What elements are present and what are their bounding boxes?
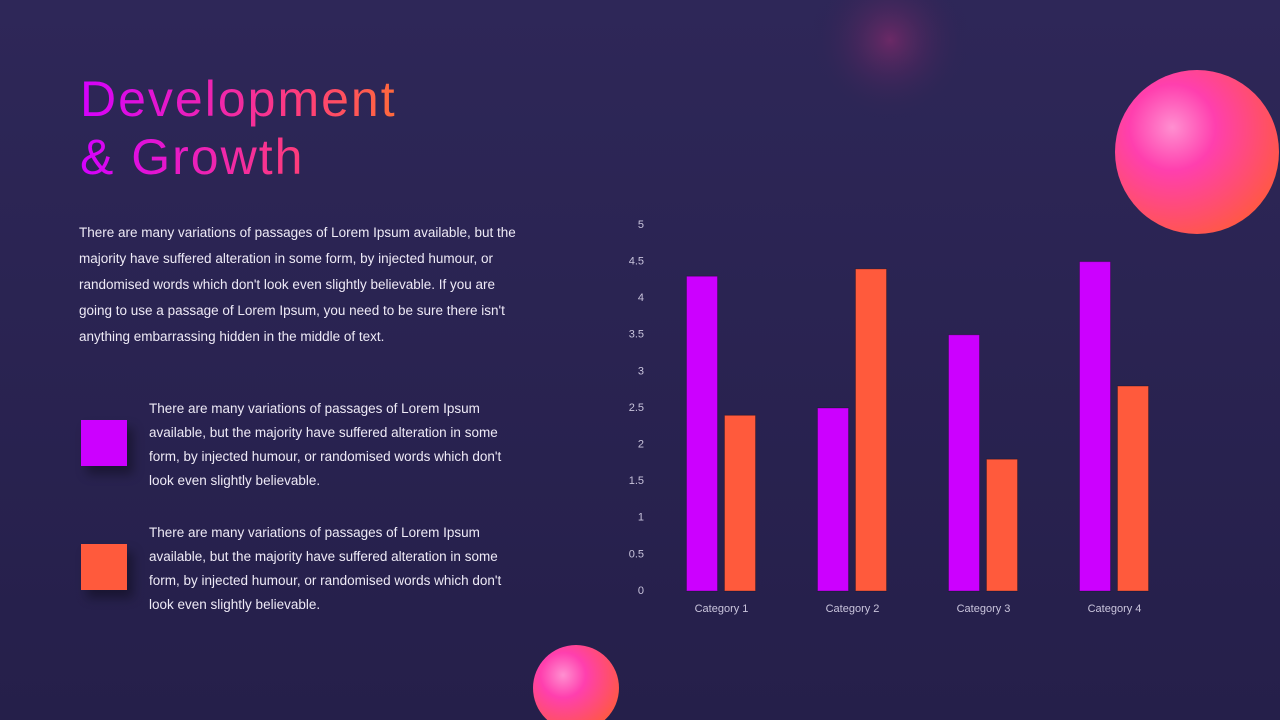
bar	[855, 268, 887, 592]
x-tick-label: Category 4	[1088, 603, 1142, 615]
legend-text: There are many variations of passages of…	[149, 525, 502, 612]
y-tick-label: 3.5	[629, 329, 644, 341]
legend-swatch	[81, 420, 127, 466]
x-tick-label: Category 1	[695, 603, 749, 615]
legend-swatch	[81, 544, 127, 590]
title: Development & Growth	[80, 70, 397, 186]
y-tick-label: 1	[638, 512, 644, 524]
y-tick-label: 4.5	[629, 256, 644, 268]
glow	[810, 0, 970, 120]
bar	[986, 458, 1018, 592]
x-tick-label: Category 2	[826, 603, 880, 615]
y-tick-label: 4	[638, 292, 644, 304]
bar	[686, 275, 718, 592]
y-tick-label: 1.5	[629, 475, 644, 487]
bar	[724, 414, 756, 592]
sphere	[533, 645, 619, 720]
bar	[1079, 261, 1111, 592]
bar	[817, 407, 849, 592]
y-tick-label: 0	[638, 585, 644, 597]
bar	[1117, 385, 1149, 592]
title-line: & Growth	[80, 129, 305, 185]
legend-text: There are many variations of passages of…	[149, 401, 502, 488]
y-tick-label: 3	[638, 365, 644, 377]
sphere	[1115, 70, 1279, 234]
y-tick-label: 2	[638, 439, 644, 451]
intro-text: There are many variations of passages of…	[79, 225, 516, 344]
y-tick-label: 0.5	[629, 548, 644, 560]
bar	[948, 334, 980, 592]
y-tick-label: 2.5	[629, 402, 644, 414]
x-tick-label: Category 3	[957, 603, 1011, 615]
y-tick-label: 5	[638, 219, 644, 231]
title-line: Development	[80, 71, 397, 127]
